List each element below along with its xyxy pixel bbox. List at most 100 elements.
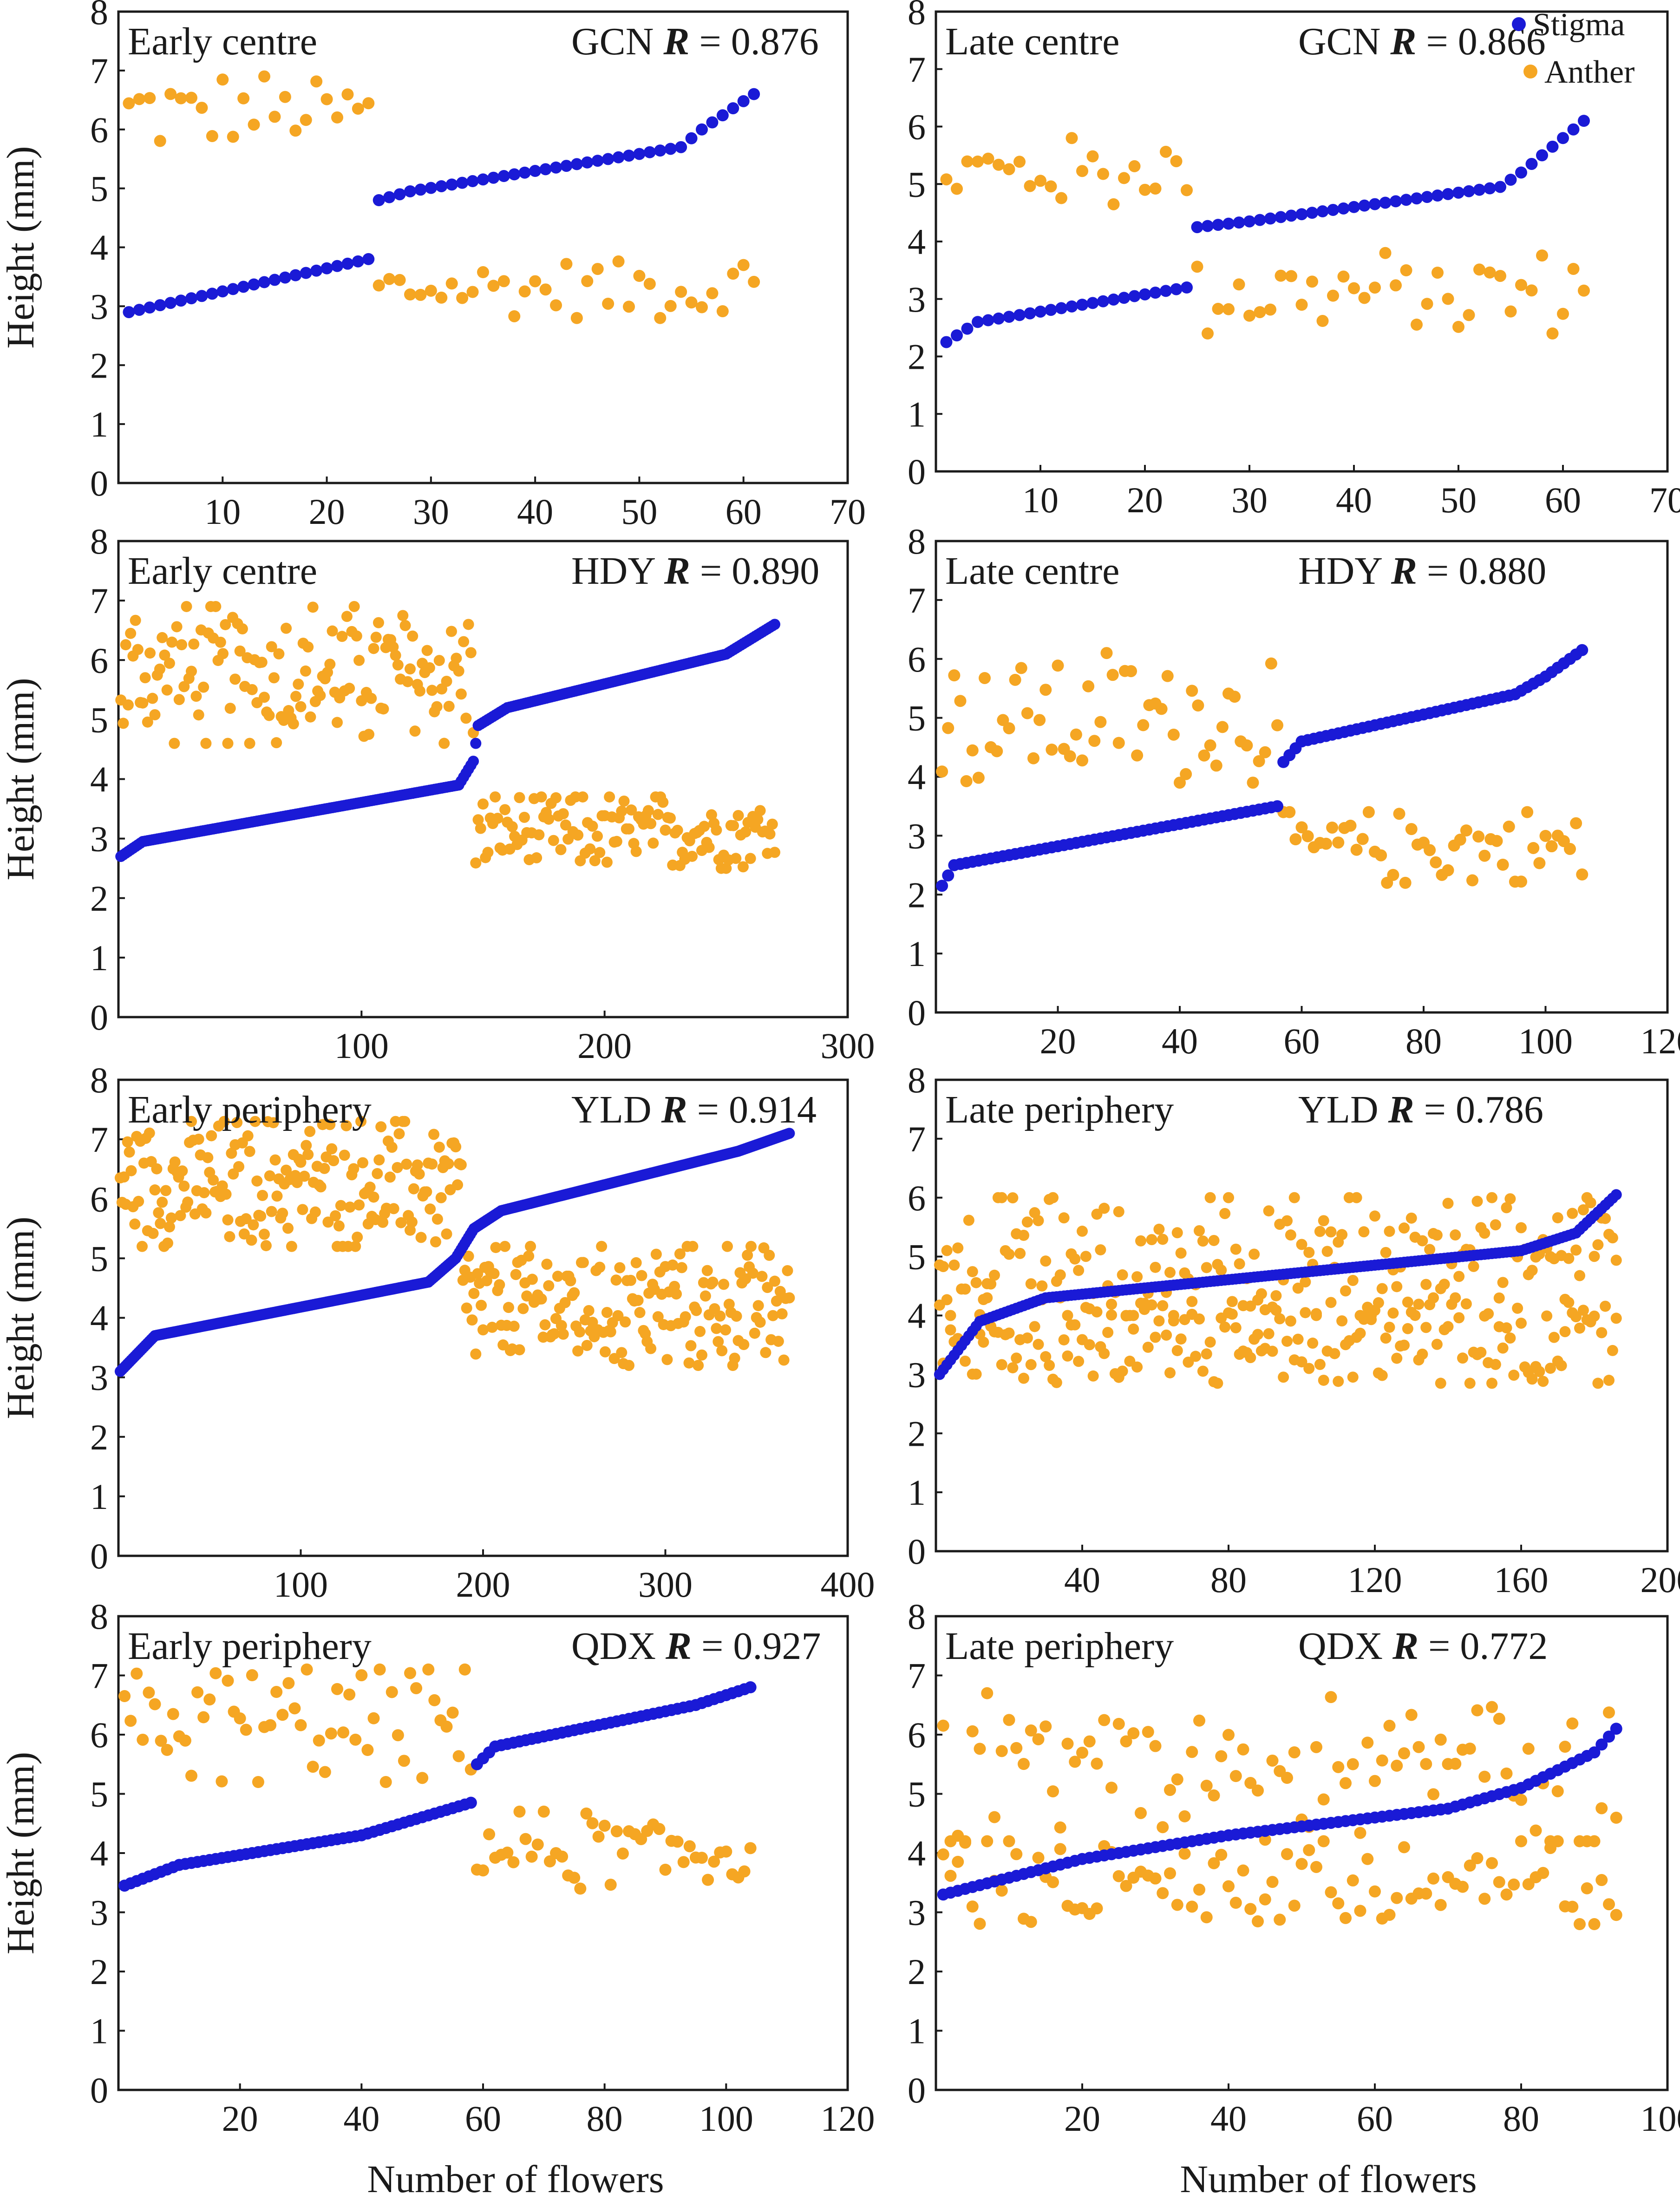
anther-point — [672, 824, 683, 836]
anther-point — [209, 1667, 222, 1679]
anther-point — [529, 275, 542, 287]
legend: Stigma Anther — [1512, 7, 1634, 90]
stigma-point — [1086, 297, 1099, 309]
anther-point — [395, 1217, 407, 1228]
stigma-point — [248, 278, 260, 291]
anther-point — [1267, 1345, 1278, 1357]
anther-point — [314, 690, 326, 701]
stigma-point — [1316, 205, 1329, 218]
anther-point — [1424, 1244, 1436, 1255]
anther-point — [1318, 1374, 1329, 1386]
anther-point — [1295, 299, 1308, 311]
anther-point — [144, 1127, 155, 1139]
y-tick-label: 5 — [908, 1774, 926, 1815]
anther-point — [137, 1733, 149, 1746]
anther-point — [1317, 1835, 1330, 1847]
anther-point — [319, 1162, 330, 1174]
stigma-point — [1107, 293, 1120, 306]
anther-point — [720, 1324, 732, 1336]
stigma-point — [1525, 157, 1538, 170]
anther-point — [737, 259, 750, 271]
y-tick-label: 5 — [908, 164, 926, 204]
anther-point — [1450, 1229, 1461, 1241]
anther-point — [1222, 1880, 1235, 1893]
anther-point — [970, 1368, 982, 1380]
anther-point — [748, 275, 760, 288]
x-tick-label: 40 — [1336, 480, 1372, 520]
anther-point — [583, 1305, 595, 1317]
anther-point — [1521, 806, 1534, 818]
anther-point — [686, 850, 698, 862]
anther-point — [331, 1683, 343, 1695]
anther-point — [188, 638, 200, 650]
anther-point — [645, 1343, 657, 1354]
anther-point — [1369, 281, 1381, 294]
stigma-point — [164, 297, 177, 309]
anther-point — [348, 601, 360, 612]
anther-point — [377, 1216, 389, 1228]
anther-point — [671, 1288, 682, 1300]
anther-point — [1358, 292, 1371, 304]
anther-point — [1504, 305, 1517, 318]
anther-point — [727, 268, 739, 280]
anther-point — [1175, 1333, 1187, 1345]
anther-point — [144, 647, 156, 659]
anther-point — [157, 1196, 168, 1208]
x-tick-label: 120 — [1641, 1021, 1680, 1061]
anther-point — [767, 1310, 779, 1321]
anther-point — [1135, 1235, 1146, 1247]
anther-point — [1478, 849, 1491, 862]
anther-point — [1340, 1912, 1352, 1924]
anther-point — [163, 658, 175, 669]
anther-point — [1399, 876, 1412, 889]
anther-point — [1354, 1827, 1366, 1839]
anther-point — [643, 278, 656, 290]
anther-point — [952, 1855, 964, 1868]
anther-point — [531, 852, 543, 864]
panel-period-label: Late periphery — [945, 1625, 1174, 1668]
y-tick-label: 6 — [908, 107, 926, 147]
anther-point — [1603, 1898, 1615, 1911]
anther-point — [769, 1275, 780, 1287]
anther-point — [330, 1210, 341, 1221]
anther-point — [1574, 1270, 1585, 1281]
anther-point — [1595, 1802, 1608, 1815]
anther-point — [206, 1130, 217, 1142]
anther-point — [1285, 1315, 1296, 1327]
stigma-point — [612, 151, 625, 163]
anther-point — [1259, 1893, 1271, 1906]
anther-point — [122, 1136, 133, 1148]
stigma-point — [737, 95, 750, 107]
anther-point — [1362, 806, 1375, 818]
anther-point — [487, 280, 500, 292]
anther-point — [784, 1292, 795, 1304]
anther-point — [399, 620, 411, 631]
anther-point — [1009, 673, 1021, 686]
anther-point — [1332, 1897, 1345, 1910]
anther-point — [1047, 1785, 1059, 1798]
anther-point — [1164, 1867, 1176, 1880]
anther-point — [543, 1855, 556, 1867]
anther-point — [1383, 1908, 1396, 1921]
anther-point — [1295, 821, 1308, 834]
anther-point — [610, 1274, 622, 1286]
anther-point — [1292, 1282, 1304, 1294]
anther-point — [591, 830, 603, 842]
anther-point — [1263, 1205, 1275, 1217]
anther-point — [596, 1240, 608, 1252]
anther-point — [424, 662, 435, 673]
anther-point — [415, 1232, 427, 1243]
anther-point — [752, 1300, 764, 1312]
anther-point — [414, 685, 425, 697]
anther-point — [1164, 1784, 1176, 1796]
anther-point — [1112, 1717, 1125, 1730]
anther-point — [1204, 1336, 1216, 1348]
anther-point — [160, 1185, 172, 1196]
anther-point — [602, 297, 614, 310]
population-code: QDX — [1298, 1625, 1392, 1668]
anther-point — [713, 1336, 724, 1347]
anther-point — [1131, 1361, 1143, 1373]
anther-point — [552, 1271, 563, 1282]
anther-point — [355, 1116, 367, 1127]
anther-point — [740, 826, 752, 838]
